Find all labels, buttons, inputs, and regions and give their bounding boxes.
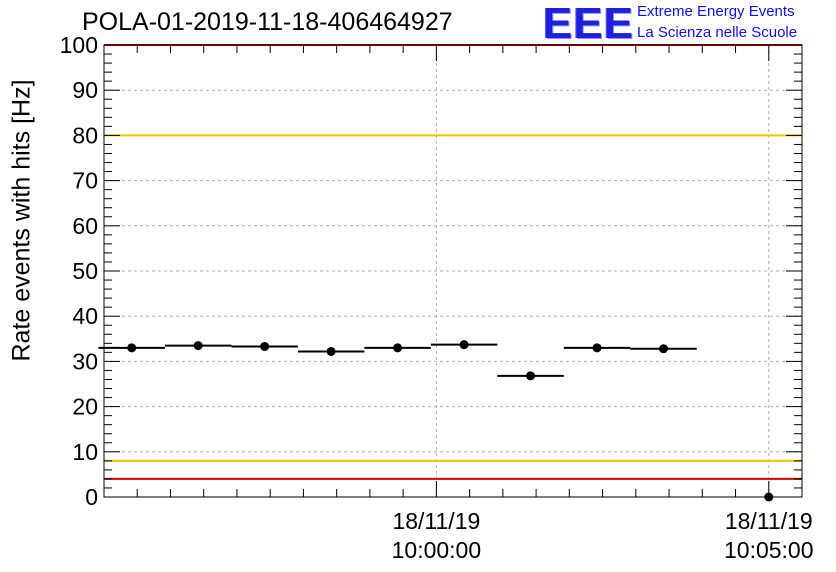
y-tick-label: 10 <box>72 439 98 465</box>
axis-ticks <box>103 44 803 498</box>
grid-lines <box>104 45 802 497</box>
logo-tagline-2: La Scienza nelle Scuole <box>637 24 798 41</box>
x-tick-label-date: 18/11/19 <box>725 508 813 534</box>
y-tick-label: 80 <box>72 122 98 148</box>
x-tick-label-date: 18/11/19 <box>392 508 480 534</box>
y-tick-label: 70 <box>72 168 98 194</box>
reference-lines <box>104 44 802 480</box>
y-tick-label: 40 <box>72 303 98 329</box>
data-point <box>459 340 469 350</box>
data-point <box>592 343 602 353</box>
data-point <box>193 341 203 351</box>
y-axis-label: Rate events with hits [Hz] <box>7 79 36 362</box>
logo-tagline-1: Extreme Energy Events <box>637 3 795 20</box>
data-point <box>659 344 669 354</box>
eee-logo: EEE <box>543 0 635 48</box>
y-tick-label: 60 <box>72 213 98 239</box>
x-tick-label-time: 10:05:00 <box>724 537 814 563</box>
y-tick-label: 30 <box>72 348 98 374</box>
y-tick-label: 100 <box>60 32 98 58</box>
y-tick-label: 90 <box>72 77 98 103</box>
data-point <box>326 346 336 356</box>
data-point <box>526 371 536 381</box>
y-tick-label: 0 <box>85 484 98 510</box>
y-tick-label: 20 <box>72 394 98 420</box>
y-tick-label: 50 <box>72 258 98 284</box>
chart-title: POLA-01-2019-11-18-406464927 <box>82 8 453 36</box>
data-markers <box>98 340 774 502</box>
x-tick-label-time: 10:00:00 <box>392 537 482 563</box>
data-point <box>393 343 403 353</box>
data-point <box>260 341 270 351</box>
data-point <box>127 343 137 353</box>
data-point <box>764 492 774 502</box>
